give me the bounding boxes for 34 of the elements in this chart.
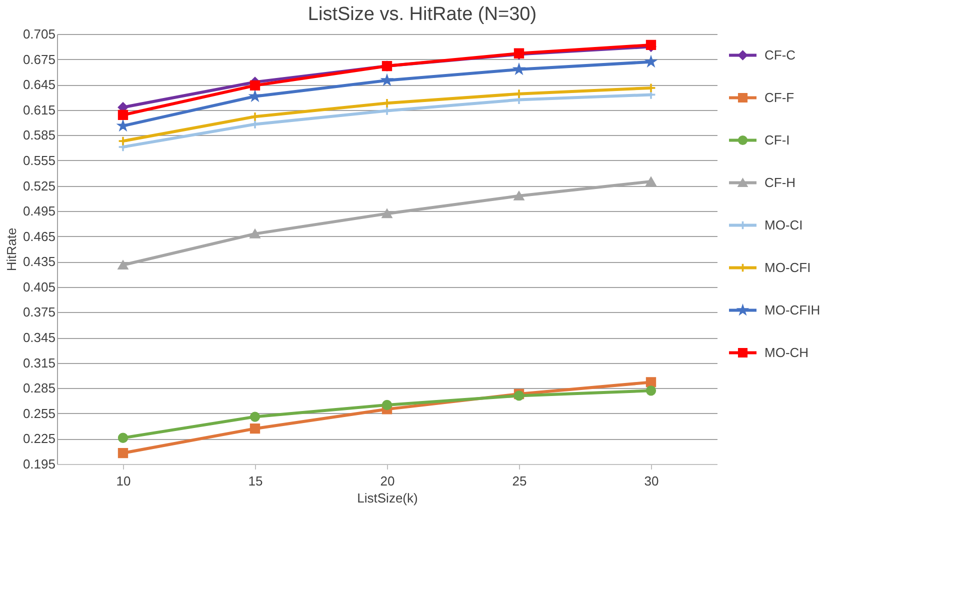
- y-tick-label: 0.405: [22, 279, 56, 294]
- y-axis-title: HitRate: [4, 228, 19, 272]
- legend-label: MO-CFI: [764, 260, 811, 275]
- legend-label: MO-CH: [764, 344, 809, 360]
- legend-label: CF-H: [764, 174, 796, 190]
- y-tick-label: 0.225: [22, 431, 56, 446]
- chart-title: ListSize vs. HitRate (N=30): [308, 4, 537, 25]
- y-tick-label: 0.495: [22, 204, 56, 219]
- y-tick-label: 0.675: [22, 52, 56, 67]
- legend-label: CF-I: [764, 132, 790, 148]
- y-tick-label: 0.285: [22, 380, 56, 396]
- y-tick-label: 0.375: [22, 304, 56, 320]
- y-tick-label: 0.345: [22, 330, 56, 346]
- y-tick-label: 0.705: [22, 26, 56, 42]
- y-tick-label: 0.255: [22, 406, 56, 421]
- legend-label: CF-F: [764, 90, 794, 105]
- legend-label: MO-CFIH: [764, 302, 820, 318]
- y-tick-label: 0.195: [22, 456, 56, 472]
- y-tick-label: 0.435: [22, 254, 56, 270]
- y-tick-label: 0.525: [22, 178, 56, 194]
- x-tick-label: 25: [512, 474, 527, 488]
- legend-label: MO-CI: [764, 217, 803, 232]
- x-axis-title: ListSize(k): [357, 490, 418, 506]
- y-tick-label: 0.555: [22, 152, 56, 168]
- x-tick-label: 30: [644, 474, 659, 488]
- y-tick-label: 0.465: [22, 228, 56, 244]
- y-tick-label: 0.315: [22, 355, 56, 370]
- y-tick-label: 0.615: [22, 102, 56, 118]
- y-tick-label: 0.645: [22, 77, 56, 92]
- x-tick-label: 10: [116, 474, 131, 488]
- x-tick-label: 20: [380, 474, 395, 488]
- legend-label: CF-C: [764, 47, 796, 62]
- y-tick-label: 0.585: [22, 128, 56, 143]
- x-tick-label: 15: [248, 474, 263, 488]
